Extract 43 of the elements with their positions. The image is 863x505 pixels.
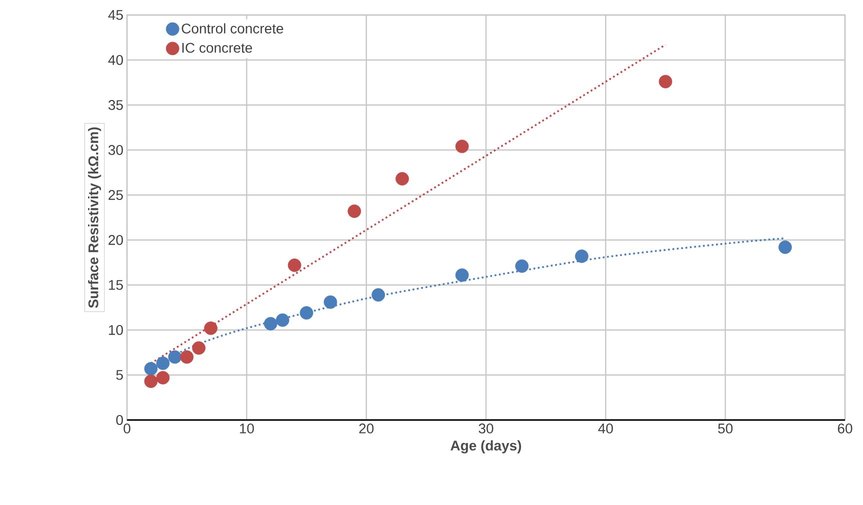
point [396, 172, 409, 186]
point [276, 313, 290, 327]
point [455, 268, 469, 282]
y-tick-label: 0 [116, 415, 123, 425]
y-tick-label: 35 [108, 100, 123, 110]
point [575, 250, 588, 263]
point [515, 259, 529, 273]
point [300, 306, 314, 320]
x-tick-label: 50 [718, 424, 733, 434]
x-tick-label: 60 [838, 424, 852, 434]
legend-label: Control concrete [182, 23, 284, 34]
y-axis-title: Surface Resistivity (kΩ.cm) [88, 127, 102, 308]
point [288, 258, 302, 272]
x-tick-label: 10 [240, 424, 254, 434]
y-tick-label: 15 [108, 280, 123, 290]
y-tick-label: 25 [108, 190, 123, 200]
x-tick-label: 30 [478, 424, 494, 434]
point [264, 317, 278, 330]
y-tick-label: 30 [108, 145, 123, 155]
y-tick-label: 40 [108, 55, 123, 65]
point [204, 322, 218, 335]
x-tick-label: 40 [598, 424, 613, 434]
point [348, 204, 362, 218]
legend-label: IC concrete [182, 42, 252, 53]
x-tick-label: 20 [359, 424, 374, 434]
y-tick-label: 10 [108, 325, 123, 335]
point [156, 356, 170, 370]
y-tick-label: 20 [108, 235, 123, 245]
point [156, 371, 170, 384]
point [192, 341, 206, 355]
point [455, 140, 469, 154]
y-tick-label: 5 [116, 370, 123, 380]
point [324, 295, 338, 309]
point [372, 288, 385, 302]
point [778, 240, 792, 254]
y-tick-label: 45 [108, 10, 123, 20]
x-axis-title: Age (days) [450, 440, 522, 454]
point [168, 350, 182, 364]
point [658, 74, 672, 88]
point [144, 362, 158, 376]
point [180, 350, 194, 364]
x-tick-label: 0 [124, 424, 130, 434]
point [144, 374, 158, 388]
